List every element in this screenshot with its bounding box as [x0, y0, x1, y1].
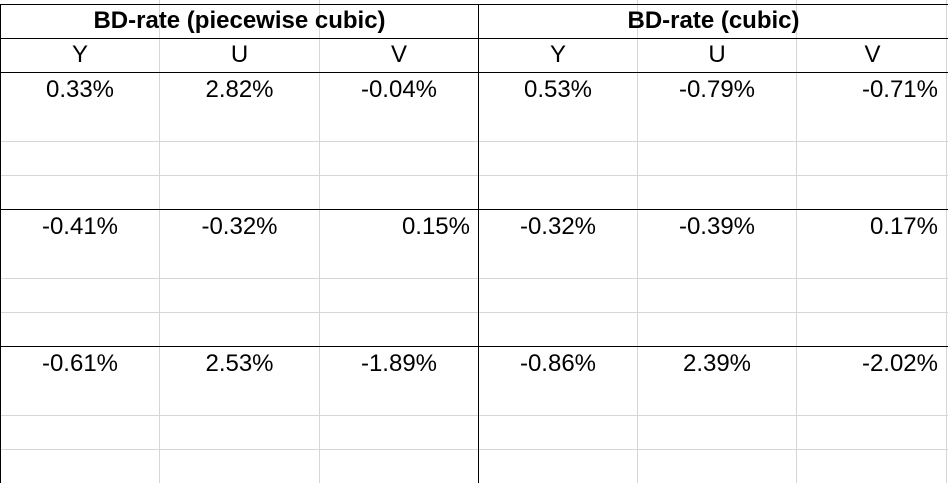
subheader-u: U	[708, 41, 726, 68]
cell-value[interactable]: -0.04%	[360, 76, 438, 103]
cell-value[interactable]: -0.41%	[41, 213, 119, 240]
grid-row-line	[0, 312, 948, 313]
grid-row-line	[0, 175, 948, 176]
cell-value[interactable]: 0.33%	[45, 76, 115, 103]
grid-row-line	[0, 141, 948, 142]
grid-col-line	[946, 0, 947, 483]
cell-value[interactable]: 0.53%	[523, 76, 593, 103]
cell-value[interactable]: -1.89%	[360, 350, 438, 377]
grid-row-line	[0, 278, 948, 279]
subheader-u: U	[230, 41, 249, 68]
cell-value[interactable]: -0.86%	[519, 350, 597, 377]
cell-value[interactable]: -0.79%	[678, 76, 756, 103]
cell-value[interactable]: -0.32%	[519, 213, 597, 240]
border-top	[0, 4, 948, 5]
grid-col-line	[637, 0, 638, 483]
cell-value[interactable]: 2.39%	[682, 350, 752, 377]
cell-value[interactable]: 0.15%	[401, 213, 470, 240]
cell-value[interactable]: -0.32%	[201, 213, 278, 240]
header-piecewise-cubic: BD-rate (piecewise cubic)	[93, 7, 386, 34]
subheader-v: V	[864, 41, 881, 68]
subheader-y: Y	[549, 41, 566, 68]
cell-value[interactable]: -0.39%	[678, 213, 756, 240]
subheader-v: V	[390, 41, 407, 68]
border-group-divider	[478, 4, 479, 483]
header-cubic: BD-rate (cubic)	[627, 7, 800, 34]
cell-value[interactable]: 2.53%	[205, 350, 274, 377]
grid-row-line	[0, 449, 948, 450]
border-under-subheader	[0, 72, 948, 73]
grid-col-line	[159, 0, 160, 483]
cell-value[interactable]: -0.61%	[41, 350, 119, 377]
grid-row-line	[0, 415, 948, 416]
cell-value[interactable]: 2.82%	[205, 76, 274, 103]
grid-col-line	[796, 0, 797, 483]
border-left	[0, 4, 1, 483]
border-row-group	[0, 346, 948, 347]
subheader-y: Y	[71, 41, 88, 68]
cell-value[interactable]: -2.02%	[861, 350, 938, 377]
cell-value[interactable]: 0.17%	[869, 213, 938, 240]
cell-value[interactable]: -0.71%	[861, 76, 938, 103]
border-under-header	[0, 38, 948, 39]
border-row-group	[0, 209, 948, 210]
grid-col-line	[319, 0, 320, 483]
